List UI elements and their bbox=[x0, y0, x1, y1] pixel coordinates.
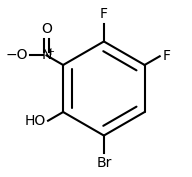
Text: F: F bbox=[100, 7, 108, 21]
Text: +: + bbox=[46, 47, 54, 57]
Text: O: O bbox=[41, 22, 52, 36]
Text: −O: −O bbox=[6, 48, 28, 62]
Text: N: N bbox=[41, 48, 52, 62]
Text: F: F bbox=[162, 49, 170, 63]
Text: HO: HO bbox=[24, 114, 46, 128]
Text: Br: Br bbox=[96, 156, 112, 170]
